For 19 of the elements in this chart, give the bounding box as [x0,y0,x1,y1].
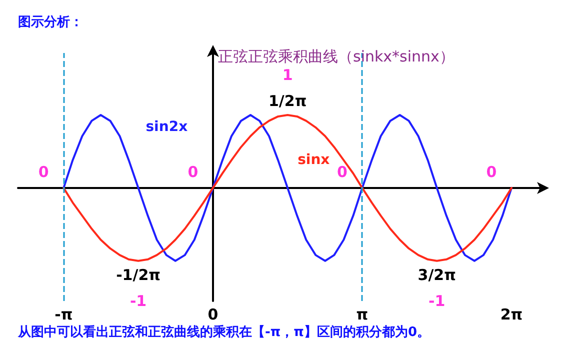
annotation: 0 [38,162,49,181]
annotation: -1 [428,292,446,310]
x-tick-label: -π [54,306,73,324]
annotation: 1/2π [268,92,307,110]
annotation: 1 [282,66,293,84]
annotation: 0 [486,162,497,181]
annotation: 3/2π [418,266,456,284]
annotation: 0 [188,162,198,181]
x-tick-label: π [356,306,368,324]
annotation: 0 [337,162,348,181]
annotation: -1 [130,292,147,310]
chart-title: 正弦正弦乘积曲线（sinkx*sinnx） [218,48,454,66]
x-tick-label: 2π [500,306,523,324]
text: 图示分析： [18,15,83,30]
series-label: sinx [298,152,330,168]
annotation: -1/2π [116,266,161,284]
x-tick-label: 0 [208,306,218,324]
series-label: sin2x [146,119,188,135]
text: 从图中可以看出正弦和正弦曲线的乘积在【-π，π】区间的积分都为0。 [17,324,430,340]
